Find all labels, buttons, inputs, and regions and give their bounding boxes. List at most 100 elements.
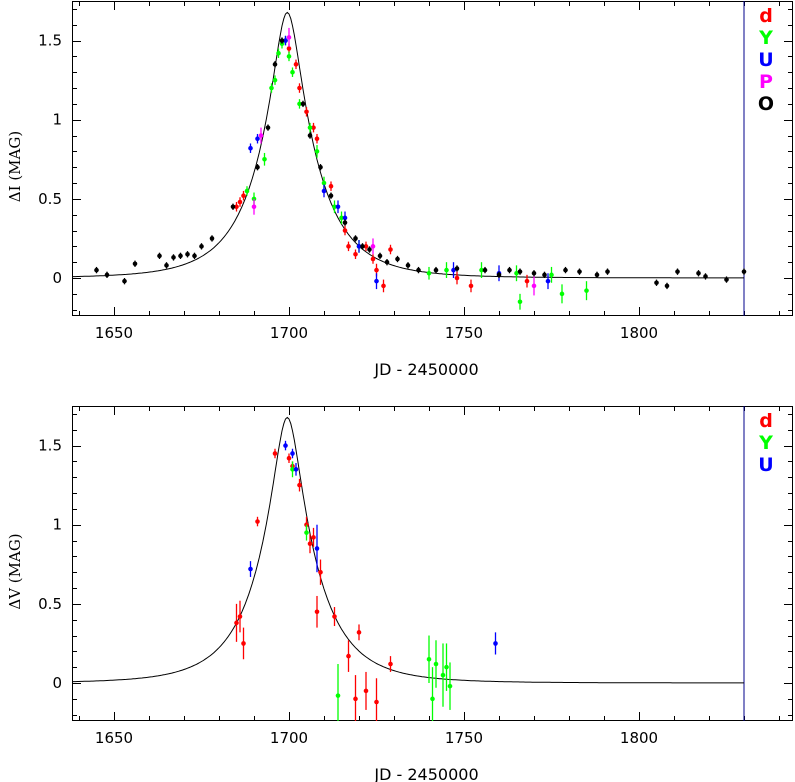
data-point	[311, 125, 316, 130]
data-point	[367, 247, 372, 252]
data-point	[255, 519, 260, 524]
x-tick-label: 1700	[270, 729, 308, 747]
data-point	[346, 653, 351, 659]
data-point	[384, 259, 390, 265]
data-point	[342, 228, 348, 233]
data-point	[440, 672, 446, 678]
data-point	[251, 204, 257, 210]
data-point	[724, 277, 729, 282]
panel-delta-i: 1650 1700 1750 1800 0 0.5 1 1.5 JD - 2450000 ΔI (…	[6, 1, 793, 379]
data-point	[549, 272, 554, 278]
data-point	[171, 255, 176, 260]
data-point	[433, 267, 439, 273]
x-tick-label: 1750	[445, 729, 483, 747]
legend-entry-U: U	[758, 454, 773, 476]
data-point	[185, 251, 190, 257]
data-point	[209, 236, 215, 241]
data-point	[328, 183, 334, 189]
legend-entry-U: U	[758, 49, 773, 71]
data-point	[104, 272, 110, 278]
data-point	[122, 278, 127, 284]
x-tick-label: 1800	[620, 729, 658, 747]
data-point	[230, 204, 236, 210]
plot-area	[72, 406, 745, 721]
data-point	[318, 569, 323, 575]
series-Y	[244, 35, 589, 310]
data-point	[388, 661, 393, 667]
data-point	[262, 156, 267, 162]
data-point	[157, 253, 162, 259]
model-curve	[72, 416, 744, 684]
data-point	[482, 267, 488, 273]
data-point	[321, 188, 327, 194]
y-tick-label: 1	[52, 111, 62, 129]
x-tick-label: 1650	[95, 729, 133, 747]
plot-frame	[72, 1, 793, 316]
data-point	[696, 270, 701, 276]
data-point	[335, 204, 341, 210]
series-U	[248, 440, 498, 655]
data-point	[297, 101, 302, 107]
data-point	[286, 46, 292, 51]
x-axis-label: JD - 2450000	[373, 360, 478, 379]
data-point	[269, 85, 274, 91]
data-point	[346, 244, 351, 249]
data-point	[241, 641, 246, 646]
data-point	[276, 50, 281, 56]
legend-entry-O: O	[758, 93, 774, 115]
data-point	[479, 267, 484, 273]
data-point	[353, 236, 358, 241]
data-point	[416, 267, 421, 273]
data-point	[234, 620, 239, 626]
data-point	[297, 482, 302, 488]
data-point	[444, 267, 449, 273]
data-point	[321, 180, 327, 186]
data-point	[290, 467, 295, 472]
y-tick-label: 0.5	[38, 190, 62, 208]
data-point	[370, 256, 376, 262]
data-point	[451, 267, 456, 273]
data-point	[272, 77, 278, 83]
model-curve	[72, 11, 744, 279]
data-point	[584, 288, 589, 293]
data-point	[654, 280, 659, 286]
data-point	[279, 38, 285, 43]
data-point	[314, 546, 320, 551]
y-tick-label: 1	[52, 516, 62, 534]
y-axis-label: ΔV (MAG)	[6, 533, 24, 609]
data-point	[563, 267, 568, 273]
data-point	[524, 278, 530, 284]
data-point	[559, 291, 565, 297]
data-point	[339, 215, 344, 221]
data-point	[363, 244, 369, 249]
data-point	[272, 62, 278, 67]
data-point	[283, 443, 288, 448]
data-point	[178, 253, 183, 259]
y-tick-label: 0	[52, 674, 62, 692]
y-tick-label: 0.5	[38, 595, 62, 613]
data-point	[307, 125, 313, 130]
data-point	[741, 269, 747, 274]
data-point	[342, 215, 348, 221]
data-point	[314, 149, 320, 154]
data-point	[304, 109, 309, 115]
data-point	[594, 272, 600, 278]
legend-entry-d: d	[759, 5, 773, 27]
data-point	[444, 664, 449, 670]
data-point	[132, 261, 138, 267]
data-point	[454, 275, 460, 281]
legend-entry-Y: Y	[758, 432, 773, 454]
legend-entry-P: P	[759, 71, 773, 93]
series-Y	[290, 461, 453, 721]
series-O	[94, 37, 747, 290]
data-point	[703, 274, 708, 279]
data-point	[290, 69, 295, 75]
x-tick-label: 1750	[445, 324, 483, 342]
data-point	[356, 244, 362, 249]
data-point	[255, 164, 260, 170]
data-point	[293, 467, 299, 472]
data-point	[675, 269, 680, 274]
data-point	[241, 193, 246, 198]
data-point	[395, 256, 400, 262]
